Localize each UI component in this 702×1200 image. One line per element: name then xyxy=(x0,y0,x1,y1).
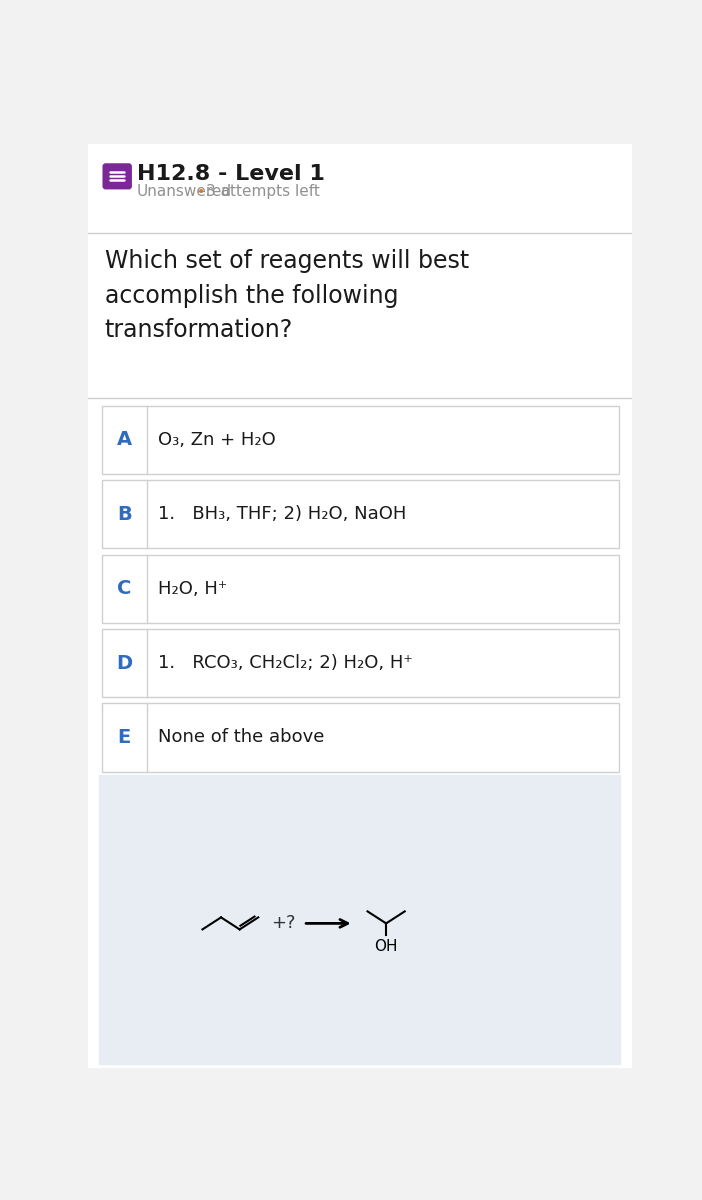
Text: +: + xyxy=(271,914,286,932)
Bar xyxy=(102,406,619,474)
Bar xyxy=(102,629,619,697)
Bar xyxy=(88,144,632,233)
Bar xyxy=(102,629,619,697)
Text: H12.8 - Level 1: H12.8 - Level 1 xyxy=(137,164,324,184)
Text: H₂O, H⁺: H₂O, H⁺ xyxy=(157,580,227,598)
Bar xyxy=(102,480,619,548)
Bar xyxy=(102,554,619,623)
FancyBboxPatch shape xyxy=(102,163,132,190)
Text: A: A xyxy=(117,431,132,450)
Text: 3 attempts left: 3 attempts left xyxy=(206,185,320,199)
Bar xyxy=(102,703,619,772)
Text: O₃, Zn + H₂O: O₃, Zn + H₂O xyxy=(157,431,275,449)
Text: 1.   RCO₃, CH₂Cl₂; 2) H₂O, H⁺: 1. RCO₃, CH₂Cl₂; 2) H₂O, H⁺ xyxy=(157,654,412,672)
Text: C: C xyxy=(117,580,131,598)
Text: Unanswered: Unanswered xyxy=(137,185,232,199)
Bar xyxy=(102,703,619,772)
Text: None of the above: None of the above xyxy=(157,728,324,746)
Text: ?: ? xyxy=(286,914,296,932)
Bar xyxy=(102,554,619,623)
Text: Which set of reagents will best
accomplish the following
transformation?: Which set of reagents will best accompli… xyxy=(105,250,469,342)
Text: D: D xyxy=(116,654,132,672)
Bar xyxy=(102,480,619,548)
Bar xyxy=(102,406,619,474)
Bar xyxy=(88,233,632,398)
Text: E: E xyxy=(117,728,131,746)
Bar xyxy=(100,775,620,1064)
Text: B: B xyxy=(117,505,131,523)
Text: OH: OH xyxy=(374,940,398,954)
Text: •: • xyxy=(197,185,205,199)
Text: 1.   BH₃, THF; 2) H₂O, NaOH: 1. BH₃, THF; 2) H₂O, NaOH xyxy=(157,505,406,523)
